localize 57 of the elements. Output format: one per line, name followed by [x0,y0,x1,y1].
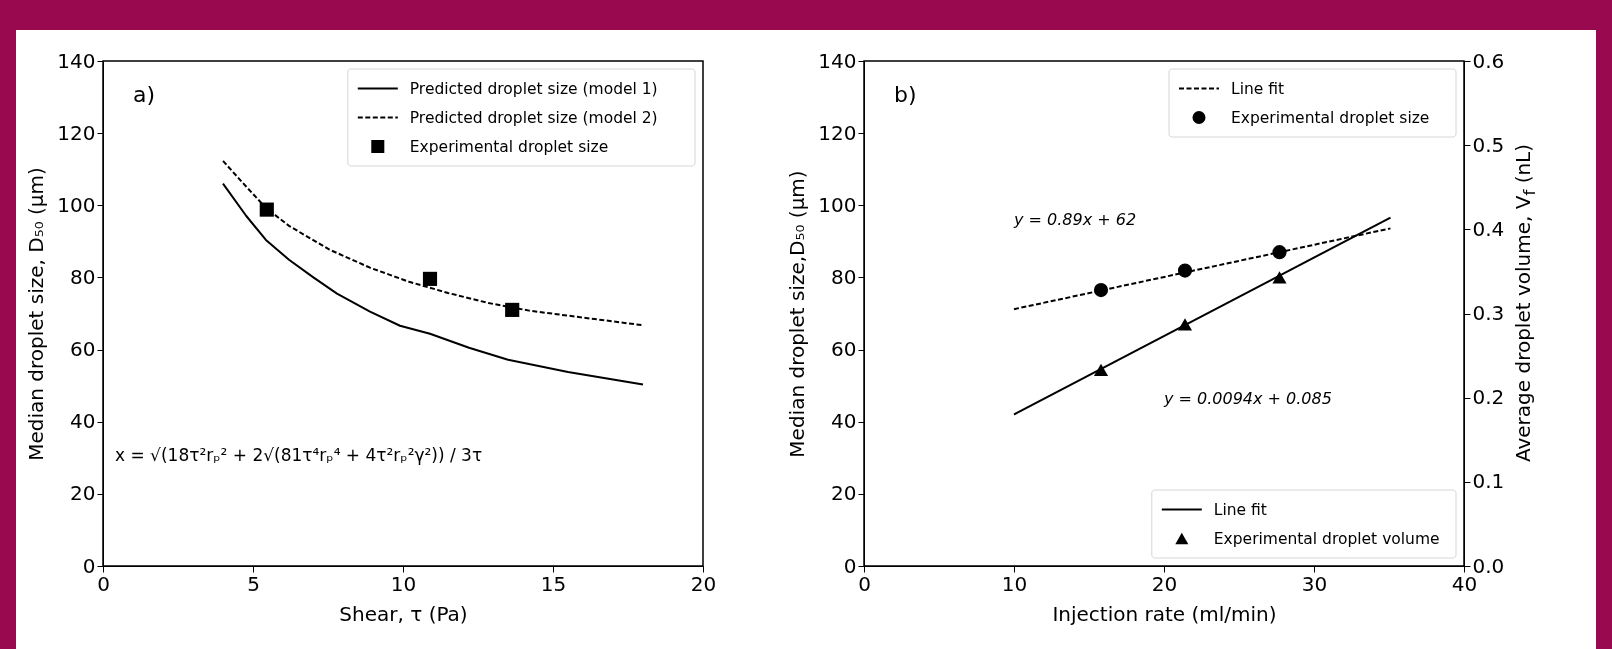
x-tick-label: 15 [540,571,567,596]
point [1093,283,1109,298]
legend-label: Predicted droplet size (model 1) [409,79,658,98]
annotation: x = √(18τ²rₚ² + 2√(81τ⁴rₚ⁴ + 4τ²rₚ²γ²)) / 3τ [115,445,483,465]
legend-label: Predicted droplet size (model 2) [409,108,658,127]
x-axis-title: Shear, τ (Pa) [339,601,468,626]
y2-tick-label: 0.6 [1472,48,1505,73]
point [1272,245,1287,260]
y-tick-label: 60 [70,337,96,362]
point [1177,263,1193,278]
point [1272,271,1287,284]
annotation: b) [894,82,917,107]
x-tick-label: 20 [690,571,717,596]
x-tick-label: 10 [1001,571,1028,596]
y-tick-label: 0 [843,553,857,578]
point [1177,318,1193,331]
y-axis-title: Median droplet size,D₅₀ (μm) [785,170,810,458]
y2-tick-label: 0.5 [1472,132,1505,157]
y-tick-label: 0 [82,553,96,578]
y-tick-label: 120 [57,120,96,145]
y-tick-label: 60 [831,337,857,362]
y-axis-title: Median droplet size, D₅₀ (μm) [24,167,49,461]
legend-label: Experimental droplet size [409,137,609,156]
y-tick-label: 140 [57,48,96,73]
y-tick-label: 120 [818,120,857,145]
annotation: y = 0.89x + 62 [1013,210,1137,230]
x-tick-label: 10 [390,571,417,596]
y2-tick-label: 0.4 [1472,216,1505,241]
legend-label: Experimental droplet volume [1213,529,1440,548]
line-series [222,159,643,327]
point [1093,363,1109,377]
y-tick-label: 100 [57,192,96,217]
y-tick-label: 40 [70,409,96,434]
y2-tick-label: 0.2 [1472,385,1505,410]
x-tick-label: 20 [1151,571,1178,596]
legend-label: Experimental droplet size [1231,108,1430,127]
x-axis-title: Injection rate (ml/min) [1052,601,1277,626]
y-tick-label: 80 [831,264,857,289]
y-tick-label: 80 [70,264,96,289]
y2-tick-label: 0.1 [1472,469,1505,494]
y-tick-label: 140 [818,48,857,73]
point [505,302,520,317]
y-tick-label: 20 [831,481,857,506]
x-tick-label: 30 [1301,571,1328,596]
y2-tick-label: 0.3 [1472,301,1505,325]
y2-tick-label: 0.0 [1472,553,1505,578]
legend-label: Line fit [1213,500,1267,519]
annotation: y = 0.0094x + 0.085 [1163,389,1332,409]
annotation: a) [133,82,156,107]
point [422,271,438,286]
x-tick-label: 5 [247,571,260,596]
y-tick-label: 100 [818,192,857,217]
y-tick-label: 40 [831,409,857,434]
point [259,202,274,217]
legend-label: Line fit [1231,79,1285,98]
y-tick-label: 20 [70,481,96,506]
line-series [222,182,644,386]
